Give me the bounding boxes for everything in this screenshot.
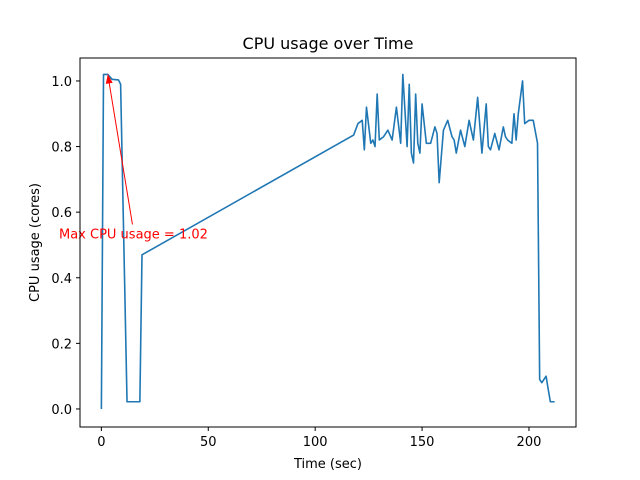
x-tick-label: 0 bbox=[97, 435, 105, 450]
x-tick-label: 50 bbox=[200, 435, 217, 450]
annotation-arrow bbox=[107, 74, 133, 225]
y-tick-label: 0.8 bbox=[51, 141, 72, 156]
annotation-arrowhead bbox=[105, 74, 113, 84]
axes-frame bbox=[79, 57, 577, 428]
chart-title: CPU usage over Time bbox=[243, 34, 414, 53]
plot-area: 0 50 100 150 200 0.0 0.2 0.4 0.6 0.8 1.0 Max CPU us… bbox=[51, 73, 555, 450]
series-line-cpu-usage bbox=[100, 73, 555, 409]
y-tick-label: 0.0 bbox=[51, 403, 72, 418]
annotation-max-cpu-label: Max CPU usage = 1.02 bbox=[59, 227, 208, 242]
y-tick-label: 0.4 bbox=[51, 272, 72, 287]
y-tick-label: 0.2 bbox=[51, 337, 72, 352]
x-tick-label: 100 bbox=[303, 435, 328, 450]
x-tick-label: 200 bbox=[517, 435, 542, 450]
x-tick-label: 150 bbox=[410, 435, 435, 450]
y-axis-label: CPU usage (cores) bbox=[28, 183, 43, 302]
y-tick-label: 1.0 bbox=[51, 75, 72, 90]
y-tick-label: 0.6 bbox=[51, 206, 72, 221]
x-axis-label: Time (sec) bbox=[293, 457, 362, 472]
